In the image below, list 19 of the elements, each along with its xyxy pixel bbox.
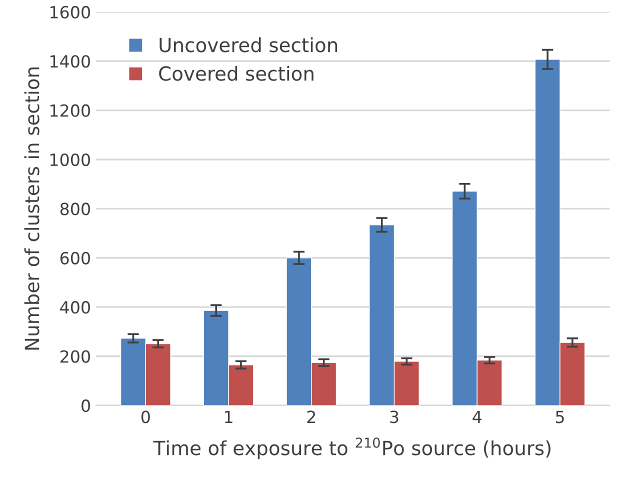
y-tick-label: 0 [82,399,90,412]
y-tick-label: 600 [60,252,90,264]
y-tick-label: 200 [60,350,90,363]
x-tick-label: 1 [225,410,232,423]
x-tick-label: 2 [307,410,316,423]
legend-label: Uncovered section [160,37,338,52]
x-tick-label: 3 [390,410,398,424]
x-tick-label: 5 [556,410,564,424]
x-tick-label: 0 [141,410,150,424]
y-tick-label: 800 [60,202,90,216]
x-tick-label: 4 [472,410,482,423]
y-tick-label: 1600 [50,6,90,18]
x-axis-title: Time of exposure to $^{210}$Po source (hours) [153,438,550,460]
y-tick-label: 1400 [50,55,90,68]
y-tick-label: 1200 [50,104,90,117]
y-axis-title: Number of clusters in section [24,68,40,350]
y-tick-label: 1000 [50,153,90,166]
y-tick-label: 400 [60,301,90,314]
legend-label: Covered section [159,66,314,81]
